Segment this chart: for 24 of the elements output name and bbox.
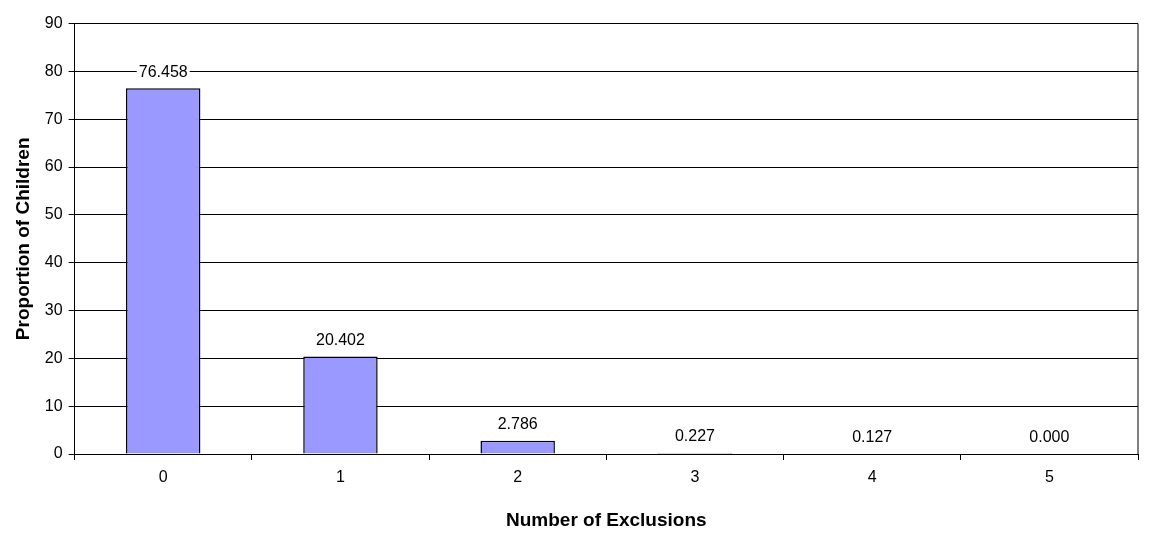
data-label: 0.000 — [1029, 428, 1070, 446]
x-tick-label: 4 — [867, 468, 877, 486]
y-tick-label: 50 — [44, 205, 63, 223]
data-label: 2.786 — [497, 415, 538, 433]
data-label: 0.227 — [674, 427, 716, 445]
x-tick-label: 5 — [1044, 468, 1054, 486]
y-tick-label: 90 — [44, 14, 63, 32]
y-tick-label: 10 — [44, 396, 63, 414]
data-label: 76.458 — [138, 62, 188, 80]
data-label: 20.402 — [315, 330, 366, 348]
y-tick-label: 20 — [44, 348, 63, 366]
y-tick-label: 30 — [44, 300, 63, 318]
y-tick-label: 70 — [44, 109, 63, 127]
x-axis-title: Number of Exclusions — [505, 508, 707, 530]
x-tick-label: 1 — [335, 468, 345, 486]
data-label: 0.127 — [852, 427, 893, 445]
y-tick-label: 0 — [53, 444, 63, 462]
y-tick-label: 40 — [44, 253, 63, 271]
y-axis-title: Proportion of Children — [11, 137, 33, 341]
x-tick-label: 3 — [690, 468, 700, 486]
x-tick-label: 2 — [513, 468, 523, 486]
x-tick-label: 0 — [158, 468, 168, 486]
y-tick-label: 60 — [44, 157, 63, 175]
y-tick-label: 80 — [44, 61, 63, 79]
